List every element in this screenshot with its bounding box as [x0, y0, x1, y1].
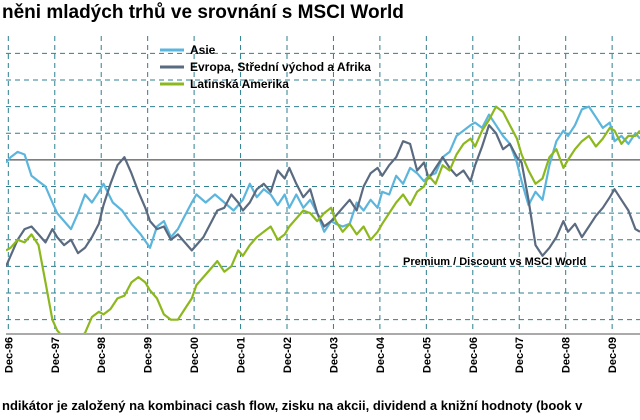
x-tick-label: Dec-01	[236, 337, 248, 373]
x-tick-label: Dec-96	[3, 337, 15, 373]
chart-title: něni mladých trhů ve srovnání s MSCI Wor…	[2, 2, 404, 23]
x-tick-label: Dec-05	[421, 337, 433, 373]
legend-label: Evropa, Střední východ a Afrika	[190, 60, 371, 74]
series-lines	[6, 105, 640, 333]
x-tick-label: Dec-04	[375, 336, 387, 373]
x-tick-label: Dec-08	[561, 337, 573, 373]
series-line-3	[6, 105, 640, 333]
annotation: Premium / Discount vs MSCI World	[403, 256, 586, 268]
series-line-2	[6, 124, 640, 267]
legend-label: Latinská Amerika	[190, 77, 289, 91]
footnote: ndikátor je založený na kombinaci cash f…	[2, 398, 583, 413]
x-tick-label: Dec-98	[96, 337, 108, 373]
x-tick-label: Dec-03	[328, 337, 340, 373]
x-tick-label: Dec-09	[607, 337, 619, 373]
series-line-1	[6, 105, 640, 249]
legend: Asie Evropa, Střední východ a Afrika Latin…	[160, 43, 371, 91]
x-tick-label: Dec-00	[189, 337, 201, 373]
x-tick-label: Dec-07	[514, 337, 526, 373]
x-tick-label: Dec-06	[468, 337, 480, 373]
x-tick-label: Dec-02	[282, 337, 294, 373]
x-tick-label: Dec-97	[50, 337, 62, 373]
x-tick-label: Dec-99	[143, 337, 155, 373]
x-axis: Dec-96 Dec-97 Dec-98 Dec-99 Dec-00 Dec-01 Dec-…	[3, 333, 640, 373]
legend-label: Asie	[190, 43, 216, 57]
